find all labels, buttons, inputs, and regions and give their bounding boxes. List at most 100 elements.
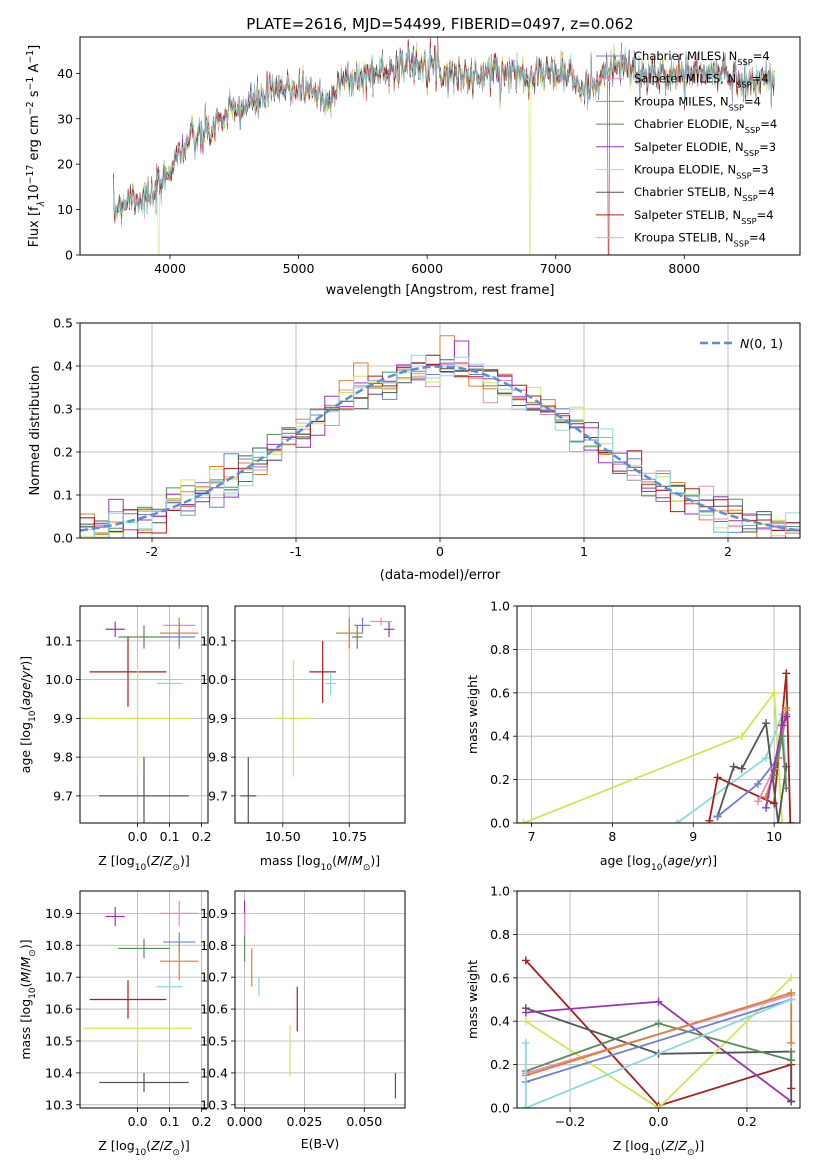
x-tick-label: 0.2 (737, 1114, 757, 1129)
mass-weight-line (523, 690, 784, 823)
legend-label: Chabrier STELIB, NSSP=4 (634, 185, 775, 203)
x-axis-label: Z [log10(Z/Z⊙)] (613, 1138, 705, 1158)
mass-weight-marker (521, 1017, 530, 1026)
mass-weight-marker (521, 1104, 530, 1108)
mass-weight-marker (762, 803, 771, 812)
x-tick-label: 0.050 (346, 1114, 382, 1129)
y-tick-label: 10.5 (45, 1033, 73, 1048)
mass-weight-marker (782, 784, 791, 793)
x-tick-label: 10.75 (331, 829, 367, 844)
mass-weight-marker (521, 956, 530, 965)
histogram-step (80, 367, 800, 538)
normal-curve (80, 365, 800, 532)
legend: Chabrier MILES, NSSP=4 Salpeter MILES, NS… (596, 49, 777, 249)
mass-weight-marker (778, 732, 787, 741)
axes-frame (79, 322, 801, 539)
error-bars (83, 900, 199, 1093)
legend-label: N(0, 1) (740, 336, 783, 351)
y-tick-label: 10.1 (45, 633, 73, 648)
mass-weight-line (525, 977, 792, 1108)
x-tick-label: 0.0 (128, 1114, 148, 1129)
axes-frame (234, 605, 406, 824)
mass-weight-marker (519, 819, 528, 823)
mass-weight-marker (753, 779, 762, 788)
figure-title: PLATE=2616, MJD=54499, FIBERID=0497, z=0… (246, 15, 633, 33)
x-tick-label: 0.0 (649, 1114, 669, 1129)
mass-weight-line (525, 1007, 793, 1102)
y-tick-label: 10.9 (45, 906, 73, 921)
mass-weight-vs-Z-panel: −0.2 0.0 0.2 0.0 0.2 0.4 0.6 0.8 1.0 Z [log10(Z/Z… (465, 884, 801, 1158)
mass-weight-marker (787, 1097, 796, 1106)
y-tick-label: 10.5 (200, 1033, 228, 1048)
age-vs-Z-panel: 0.0 0.1 0.2 9.7 9.8 9.9 10.0 10.1 Z [log10(Z/Z⊙)… (18, 605, 212, 873)
mass-weight-marker (762, 753, 771, 762)
y-tick-label: 9.8 (208, 750, 228, 765)
x-tick-label: 0.2 (192, 1114, 212, 1129)
mass-weight-line (524, 998, 792, 1108)
y-tick-label: 0.4 (490, 729, 510, 744)
error-bars (83, 617, 199, 823)
y-tick-label: 10 (57, 202, 73, 217)
x-tick-label: 0.1 (160, 1114, 180, 1129)
x-tick-label: 0.1 (160, 829, 180, 844)
y-axis-label: Flux [fλ10−17 erg cm−2 s−1 A−1] (25, 45, 47, 247)
mass-weight-marker (787, 1056, 796, 1065)
y-tick-label: 10.3 (45, 1097, 73, 1112)
x-axis-label: (data-model)/error (380, 568, 501, 583)
x-axis-label: age [log10(age/yr)] (600, 853, 717, 873)
x-axis-label: E(B-V) (301, 1136, 340, 1151)
y-tick-label: 0.6 (490, 970, 510, 985)
y-tick-label: 0.2 (53, 445, 73, 460)
y-tick-label: 9.7 (208, 788, 228, 803)
legend-label: Chabrier MILES, NSSP=4 (634, 49, 770, 67)
mass-weight-marker (705, 816, 714, 823)
mass-weight-vs-age-panel: 7 8 9 10 0.0 0.2 0.4 0.6 0.8 1.0 age [log10(age/yr… (465, 599, 801, 873)
mass-weight-marker (782, 762, 791, 771)
y-tick-label: 10.9 (200, 906, 228, 921)
mass-weight-marker (782, 703, 791, 712)
axes-frame (79, 605, 209, 824)
x-axis-label: Z [log10(Z/Z⊙)] (98, 1138, 190, 1158)
y-tick-label: 0.4 (490, 1014, 510, 1029)
y-tick-label: 10.4 (45, 1065, 73, 1080)
x-tick-label: 0.025 (287, 1114, 323, 1129)
y-tick-label: 0 (65, 248, 73, 263)
y-tick-label: 1.0 (490, 599, 510, 614)
y-axis-label: mass weight (465, 675, 480, 754)
axes-frame (79, 36, 801, 256)
y-tick-label: 10.0 (45, 672, 73, 687)
mass-weight-marker (782, 712, 791, 721)
y-tick-label: 0.0 (53, 531, 73, 546)
mass-weight-line (676, 714, 788, 823)
x-tick-label: 10 (766, 829, 782, 844)
mass-weight-marker (654, 997, 663, 1006)
x-tick-label: 5000 (283, 261, 315, 276)
x-tick-label: 0.2 (192, 829, 212, 844)
mass-weight-marker (737, 732, 746, 741)
mass-weight-lines (519, 669, 795, 823)
mass-weight-marker (787, 1047, 796, 1056)
x-tick-label: 7 (528, 829, 536, 844)
x-tick-label: 4000 (154, 261, 186, 276)
mass-weight-marker (786, 819, 795, 823)
x-tick-label: 1 (580, 544, 588, 559)
legend-label: Salpeter MILES, NSSP=4 (634, 72, 769, 90)
axes-frame (234, 890, 406, 1109)
x-tick-label: 9 (689, 829, 697, 844)
panels: 4000 5000 6000 7000 8000010203040wavelength … (18, 36, 801, 1158)
x-tick-label: 2 (724, 544, 732, 559)
y-axis-label: mass weight (465, 960, 480, 1039)
spectrum-lines (113, 37, 775, 255)
mass-weight-marker (770, 771, 779, 780)
legend-label: Chabrier ELODIE, NSSP=4 (634, 117, 777, 135)
y-tick-label: 1.0 (490, 884, 510, 899)
mass-weight-marker (654, 1104, 663, 1108)
mass-weight-marker (521, 1004, 530, 1013)
y-tick-label: 9.7 (53, 788, 73, 803)
x-tick-label: -2 (146, 544, 158, 559)
y-tick-label: 10.8 (45, 938, 73, 953)
y-tick-label: 0.4 (53, 359, 73, 374)
mass-weight-marker (673, 819, 682, 823)
axes-frame (516, 605, 801, 824)
